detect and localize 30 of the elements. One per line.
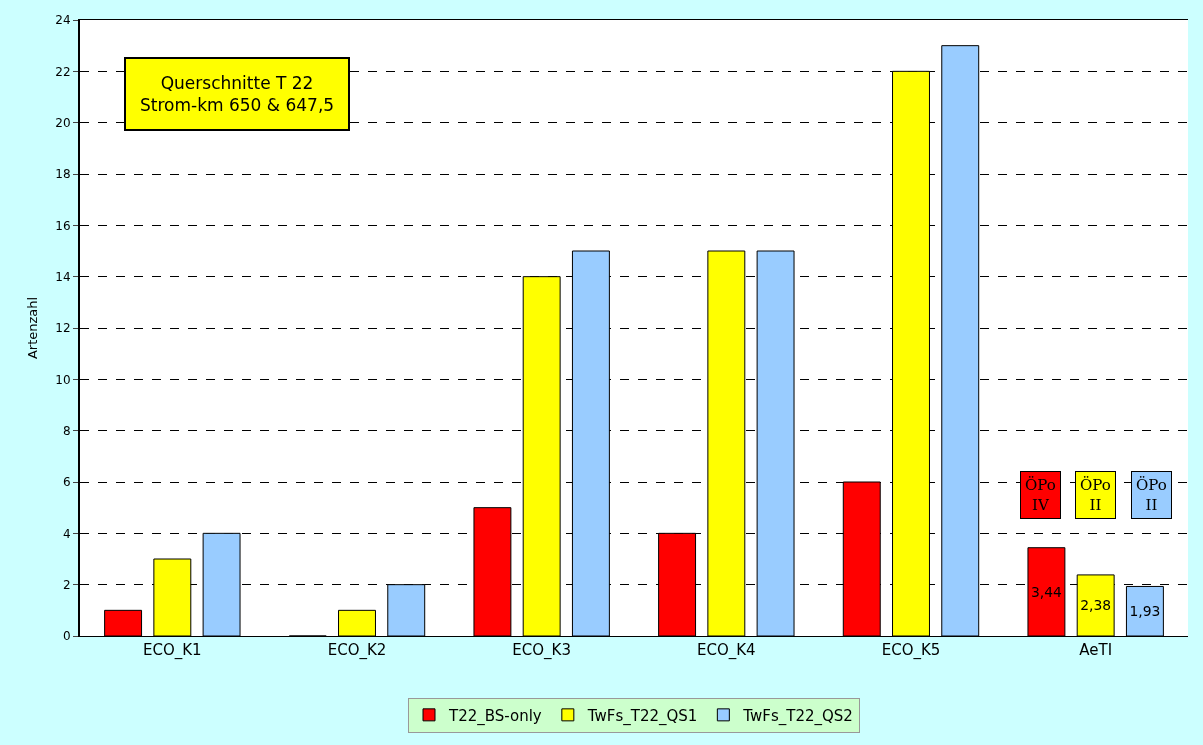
- data-label: 2,38: [1080, 597, 1112, 614]
- y-tick-label: 16: [55, 218, 71, 233]
- y-tick-label: 6: [62, 475, 71, 490]
- annotation: ÖPo II: [1080, 476, 1111, 514]
- annotation: ÖPo IV: [1025, 476, 1056, 514]
- x-tick-label: ECO_K1: [143, 641, 202, 660]
- x-tick-label: ECO_K2: [327, 641, 387, 660]
- y-tick-label: 8: [62, 423, 71, 438]
- y-tick-label: 0: [62, 629, 71, 644]
- y-tick-label: 4: [62, 526, 71, 541]
- x-tick-label: ECO_K4: [697, 641, 756, 660]
- legend-label: T22_BS-only: [448, 706, 542, 726]
- y-tick-label: 20: [55, 115, 71, 130]
- x-tick-label: ECO_K5: [881, 641, 941, 660]
- data-label: 3,44: [1030, 583, 1063, 600]
- y-tick-label: 10: [55, 372, 71, 387]
- legend-label: TwFs_T22_QS1: [586, 706, 698, 726]
- x-tick-label: AeTI: [1079, 641, 1113, 659]
- y-tick-label: 18: [55, 167, 71, 182]
- y-tick-label: 24: [55, 13, 71, 28]
- data-label: 1,93: [1129, 603, 1161, 620]
- annotation: Querschnitte T 22 Strom-km 650 & 647,5: [140, 73, 335, 116]
- y-axis-title: Artenzahl: [24, 296, 40, 360]
- y-tick-label: 22: [55, 64, 71, 79]
- y-tick-label: 14: [55, 269, 71, 284]
- y-tick-label: 2: [62, 577, 71, 592]
- annotation: ÖPo II: [1136, 476, 1167, 514]
- legend-label: TwFs_T22_QS2: [742, 706, 853, 726]
- y-tick-label: 12: [55, 321, 71, 336]
- x-tick-label: ECO_K3: [512, 641, 571, 660]
